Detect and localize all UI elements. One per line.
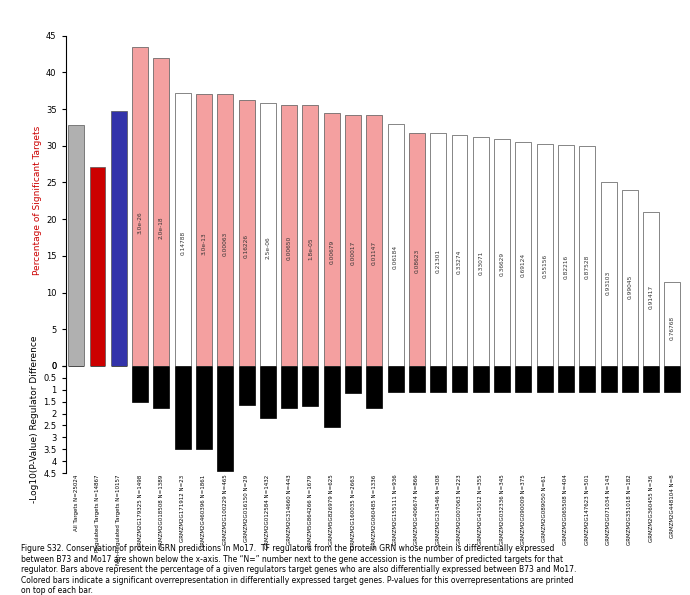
Bar <box>494 139 510 366</box>
Text: 0.93103: 0.93103 <box>606 271 611 296</box>
Text: 0.00650: 0.00650 <box>286 236 292 261</box>
Bar <box>132 46 148 366</box>
Text: 0.21301: 0.21301 <box>435 249 441 273</box>
Text: 2.5e-06: 2.5e-06 <box>266 236 270 259</box>
Bar <box>90 167 106 366</box>
Bar <box>175 93 190 366</box>
Text: 0.55156: 0.55156 <box>542 254 547 278</box>
Bar <box>111 111 127 366</box>
Bar <box>281 105 297 366</box>
Text: 0.08623: 0.08623 <box>415 249 420 273</box>
Bar <box>643 366 659 392</box>
Text: 0.33274: 0.33274 <box>457 250 462 274</box>
Bar <box>451 366 468 392</box>
Bar <box>473 366 489 392</box>
Text: 2.0e-18: 2.0e-18 <box>159 216 164 239</box>
Text: 3.0e-26: 3.0e-26 <box>137 211 143 234</box>
Bar <box>68 125 84 366</box>
Text: 0.99045: 0.99045 <box>627 274 632 299</box>
Bar <box>494 366 510 392</box>
Text: 0.82216: 0.82216 <box>564 255 569 278</box>
Text: 0.16226: 0.16226 <box>244 234 249 258</box>
Bar <box>558 145 574 366</box>
Bar <box>366 366 382 408</box>
Bar <box>409 133 425 366</box>
Text: 0.00063: 0.00063 <box>223 231 228 256</box>
Bar <box>302 105 318 366</box>
Bar <box>281 366 297 408</box>
Bar <box>324 112 339 366</box>
Bar <box>580 146 595 366</box>
Text: 0.87528: 0.87528 <box>584 255 590 279</box>
Bar <box>409 366 425 392</box>
Bar <box>324 366 339 427</box>
Bar <box>580 366 595 392</box>
Bar <box>153 366 169 408</box>
Text: 0.00679: 0.00679 <box>329 240 334 264</box>
Text: 3.0e-13: 3.0e-13 <box>201 233 206 255</box>
Bar <box>537 366 553 392</box>
Bar <box>217 366 233 471</box>
Text: 0.69124: 0.69124 <box>521 253 526 277</box>
Bar <box>431 366 446 392</box>
Bar <box>537 143 553 366</box>
Bar <box>366 115 382 366</box>
Bar <box>239 366 255 405</box>
Bar <box>388 124 404 366</box>
Bar <box>515 142 531 366</box>
Bar <box>558 366 574 392</box>
Bar <box>345 115 361 366</box>
Text: 0.91417: 0.91417 <box>649 284 653 309</box>
Bar <box>302 366 318 406</box>
Bar <box>388 366 404 392</box>
Bar <box>239 101 255 366</box>
Text: Figure S32. Conservation of protein GRN predictions in Mo17.  TF regulators from: Figure S32. Conservation of protein GRN … <box>21 544 576 595</box>
Bar <box>345 366 361 393</box>
Bar <box>622 366 638 392</box>
Bar <box>217 95 233 366</box>
Text: 0.14788: 0.14788 <box>180 231 185 255</box>
Bar <box>515 366 531 392</box>
Bar <box>643 212 659 366</box>
Bar <box>473 137 489 366</box>
Bar <box>600 366 617 392</box>
Text: 0.06184: 0.06184 <box>393 245 398 269</box>
Text: 0.36629: 0.36629 <box>500 252 504 276</box>
Bar <box>196 95 212 366</box>
Y-axis label: -Log10(P-Value) Regulator Difference: -Log10(P-Value) Regulator Difference <box>30 336 39 503</box>
Bar <box>664 281 680 366</box>
Bar <box>196 366 212 449</box>
Bar <box>600 183 617 366</box>
Bar <box>622 190 638 366</box>
Text: 0.76768: 0.76768 <box>670 316 675 340</box>
Text: 1.00000: 1.00000 <box>95 264 100 289</box>
Bar <box>153 58 169 366</box>
Bar <box>451 134 468 366</box>
Text: 0.33071: 0.33071 <box>478 250 483 275</box>
Bar <box>431 133 446 366</box>
Bar <box>260 366 276 418</box>
Bar <box>664 366 680 392</box>
Y-axis label: Percentage of Significant Targets: Percentage of Significant Targets <box>32 126 41 275</box>
Bar <box>175 366 190 449</box>
Bar <box>132 366 148 402</box>
Text: 1.8e-05: 1.8e-05 <box>308 237 313 260</box>
Text: 0.00017: 0.00017 <box>351 241 355 265</box>
Bar <box>260 103 276 366</box>
Text: 0.01147: 0.01147 <box>372 241 377 265</box>
Text: 1.5e-24: 1.5e-24 <box>117 240 121 262</box>
